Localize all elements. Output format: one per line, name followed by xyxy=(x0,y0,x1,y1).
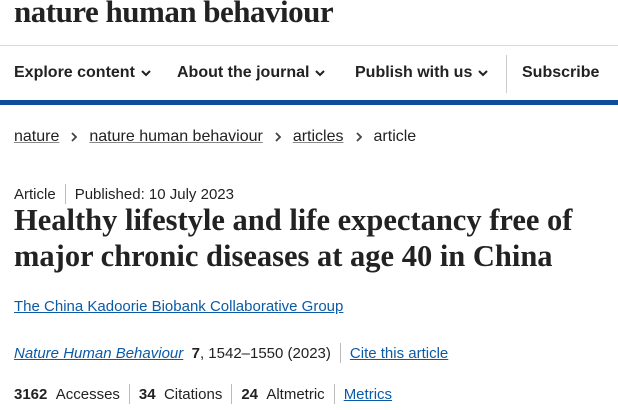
chevron-icon xyxy=(315,70,326,77)
metric-value: 3162 xyxy=(14,385,48,403)
metrics-link[interactable]: Metrics xyxy=(343,385,393,403)
citation: Nature Human Behaviour 7, 1542–1550 (202… xyxy=(14,343,448,363)
cite-link[interactable]: Cite this article xyxy=(349,344,449,362)
metric-label: Accesses xyxy=(55,385,120,403)
nav-label[interactable]: About the journal xyxy=(177,64,310,81)
chevron-icon xyxy=(141,70,151,77)
separator xyxy=(231,384,233,404)
title-line: Healthy lifestyle and life expectancy fr… xyxy=(14,203,573,237)
volume: 7 xyxy=(191,344,200,362)
nav-item[interactable]: Explore content xyxy=(14,64,151,82)
nav-label[interactable]: Publish with us xyxy=(355,64,473,81)
chevron-icon xyxy=(71,132,78,142)
breadcrumb-link[interactable]: nature human behaviour xyxy=(89,128,263,145)
metrics-bar: 3162 Accesses 34 Citations 24 Altmetric … xyxy=(14,384,392,404)
nav-item[interactable]: Subscribe xyxy=(522,64,599,82)
author-link[interactable]: The China Kadoorie Biobank Collaborative… xyxy=(14,298,344,315)
pages: , 1542–1550 (2023) xyxy=(199,344,331,362)
nav-item[interactable]: About the journal xyxy=(177,64,326,82)
article-meta: Article Published: 10 July 2023 xyxy=(14,184,234,204)
separator xyxy=(64,184,66,204)
breadcrumb-link[interactable]: articles xyxy=(292,128,344,145)
article-type: Article xyxy=(14,185,56,203)
chevron-icon xyxy=(355,132,362,142)
journal-link[interactable]: Nature Human Behaviour xyxy=(14,344,184,362)
published-date: Published: 10 July 2023 xyxy=(74,185,234,203)
nav-label[interactable]: Explore content xyxy=(14,64,135,81)
metric-value: 34 xyxy=(138,385,156,403)
breadcrumb-current: article xyxy=(373,128,417,145)
nav-separator xyxy=(506,55,507,93)
divider xyxy=(0,45,618,46)
separator xyxy=(128,384,130,404)
article-title: Healthy lifestyle and life expectancy fr… xyxy=(14,202,572,274)
title-line: major chronic diseases at age 40 in Chin… xyxy=(14,239,553,273)
chevron-icon xyxy=(478,70,489,77)
metric-label: Citations xyxy=(163,385,223,403)
nav-item[interactable]: Publish with us xyxy=(355,64,489,82)
nav-underline xyxy=(0,100,618,105)
separator xyxy=(339,343,341,363)
metric-label: Altmetric xyxy=(266,385,325,403)
metric-value: 24 xyxy=(241,385,258,403)
separator xyxy=(333,384,335,404)
site-logo[interactable]: nature human behaviour xyxy=(14,0,334,29)
breadcrumb-link[interactable]: nature xyxy=(14,128,60,145)
chevron-icon xyxy=(275,132,282,142)
nav-label[interactable]: Subscribe xyxy=(522,64,600,81)
breadcrumb: nature nature human behaviour articles a… xyxy=(14,128,416,146)
